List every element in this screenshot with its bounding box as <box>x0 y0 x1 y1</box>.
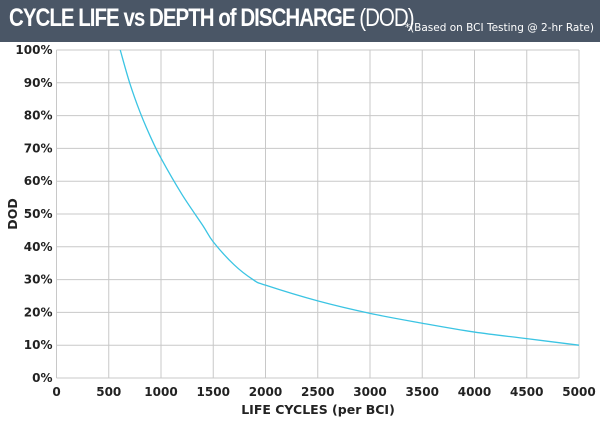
series-line-dod <box>119 49 580 346</box>
y-tick-label: 90% <box>24 76 53 90</box>
x-tick-label: 1500 <box>197 385 230 399</box>
y-tick-label: 70% <box>24 141 53 155</box>
y-tick-label: 60% <box>24 174 53 188</box>
x-tick-label: 2000 <box>249 385 282 399</box>
y-tick-label: 0% <box>32 371 52 385</box>
y-tick-label: 30% <box>24 273 53 287</box>
y-tick-label: 20% <box>24 305 53 319</box>
x-axis-label: LIFE CYCLES (per BCI) <box>241 402 395 417</box>
x-tick-label: 0 <box>52 385 60 399</box>
y-tick-label: 80% <box>24 109 53 123</box>
y-tick-label: 50% <box>24 207 53 221</box>
x-tick-label: 4000 <box>458 385 491 399</box>
x-tick-label: 3500 <box>406 385 439 399</box>
x-tick-label: 5000 <box>562 385 595 399</box>
chart-note: *(Based on BCI Testing @ 2-hr Rate) <box>404 22 594 34</box>
chart-title: CYCLE LIFE vs DEPTH of DISCHARGE (DOD) <box>9 4 415 33</box>
y-axis-label: DOD <box>5 198 20 229</box>
chart-header: CYCLE LIFE vs DEPTH of DISCHARGE (DOD) *… <box>0 0 600 42</box>
y-tick-label: 10% <box>24 338 53 352</box>
x-tick-label: 3000 <box>353 385 386 399</box>
y-tick-label: 40% <box>24 240 53 254</box>
y-tick-label: 100% <box>15 43 52 57</box>
x-tick-label: 4500 <box>510 385 543 399</box>
x-tick-label: 1000 <box>144 385 177 399</box>
title-bold: CYCLE LIFE vs DEPTH of DISCHARGE <box>9 4 356 32</box>
x-tick-label: 500 <box>96 385 121 399</box>
title-light: (DOD) <box>359 4 414 32</box>
x-tick-label: 2500 <box>301 385 334 399</box>
